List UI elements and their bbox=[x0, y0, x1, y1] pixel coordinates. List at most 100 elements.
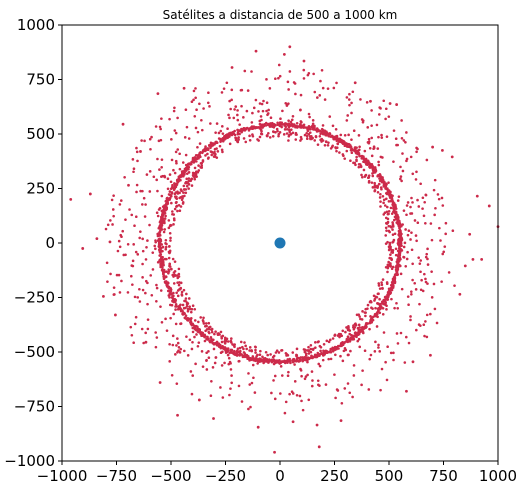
satellite-point bbox=[371, 318, 375, 322]
satellite-point bbox=[188, 162, 191, 165]
satellite-point bbox=[410, 231, 413, 234]
satellite-point bbox=[215, 343, 219, 347]
satellite-point bbox=[335, 81, 338, 85]
satellite-point bbox=[118, 203, 122, 206]
satellite-point bbox=[430, 238, 434, 242]
satellite-point bbox=[173, 273, 176, 277]
satellite-point bbox=[172, 168, 175, 172]
satellite-point bbox=[350, 337, 353, 341]
satellite-point bbox=[148, 170, 152, 173]
satellite-point bbox=[105, 261, 109, 265]
satellite-point bbox=[168, 251, 171, 255]
satellite-point bbox=[411, 262, 414, 266]
satellite-point bbox=[243, 127, 246, 131]
satellite-point bbox=[401, 223, 404, 226]
satellite-point bbox=[187, 179, 191, 183]
satellite-point bbox=[392, 358, 395, 362]
satellite-point bbox=[264, 360, 268, 363]
satellite-point bbox=[179, 303, 182, 307]
satellite-point bbox=[279, 117, 282, 120]
satellite-point bbox=[410, 196, 413, 200]
chart-title: Satélites a distancia de 500 a 1000 km bbox=[163, 8, 398, 22]
satellite-point bbox=[135, 146, 138, 150]
center-marker bbox=[274, 237, 286, 249]
satellite-point bbox=[144, 331, 147, 335]
satellite-point bbox=[305, 137, 309, 140]
satellite-point bbox=[111, 223, 114, 226]
satellite-point bbox=[421, 196, 425, 200]
satellite-point bbox=[385, 197, 388, 201]
satellite-point bbox=[262, 123, 265, 127]
satellite-point bbox=[419, 259, 423, 262]
satellite-point bbox=[253, 357, 257, 360]
satellite-point bbox=[307, 112, 311, 116]
satellite-point bbox=[357, 323, 361, 327]
satellite-point bbox=[392, 240, 395, 243]
satellite-point bbox=[207, 350, 210, 353]
satellite-point bbox=[415, 150, 418, 154]
satellite-point bbox=[373, 170, 377, 174]
satellite-point bbox=[120, 279, 123, 283]
satellite-point bbox=[178, 167, 182, 171]
satellite-point bbox=[214, 330, 217, 333]
satellite-point bbox=[337, 137, 340, 141]
satellite-point bbox=[289, 120, 293, 124]
satellite-point bbox=[438, 226, 441, 230]
satellite-point bbox=[402, 256, 406, 259]
satellite-point bbox=[214, 356, 218, 359]
x-tick-label: −1000 bbox=[37, 467, 88, 485]
satellite-point bbox=[163, 174, 166, 178]
satellite-point bbox=[306, 73, 310, 77]
satellite-point bbox=[463, 264, 467, 268]
satellite-point bbox=[161, 268, 164, 272]
satellite-point bbox=[392, 279, 396, 282]
satellite-point bbox=[379, 175, 383, 178]
satellite-point bbox=[361, 310, 364, 313]
satellite-point bbox=[176, 350, 179, 354]
satellite-point bbox=[361, 119, 365, 122]
satellite-point bbox=[379, 205, 382, 208]
satellite-point bbox=[194, 171, 198, 175]
satellite-point bbox=[163, 257, 167, 261]
satellite-point bbox=[160, 320, 164, 324]
satellite-point bbox=[277, 63, 281, 67]
satellite-point bbox=[387, 224, 391, 228]
satellite-point bbox=[384, 234, 388, 237]
satellite-point bbox=[172, 223, 175, 226]
satellite-point bbox=[381, 278, 385, 281]
satellite-point bbox=[176, 190, 179, 193]
satellite-point bbox=[288, 133, 291, 137]
satellite-point bbox=[369, 315, 372, 318]
satellite-point bbox=[395, 221, 399, 224]
satellite-point bbox=[154, 345, 158, 349]
satellite-point bbox=[287, 88, 290, 91]
satellite-point bbox=[189, 179, 193, 183]
satellite-point bbox=[319, 132, 322, 136]
satellite-point bbox=[295, 393, 299, 397]
satellite-point bbox=[429, 222, 433, 225]
satellite-point bbox=[245, 347, 248, 351]
satellite-point bbox=[392, 210, 395, 214]
satellite-point bbox=[121, 122, 125, 126]
satellite-point bbox=[156, 234, 160, 238]
satellite-point bbox=[139, 150, 142, 153]
satellite-point bbox=[358, 145, 361, 149]
satellite-point bbox=[221, 139, 225, 143]
satellite-point bbox=[236, 347, 240, 350]
satellite-point bbox=[265, 101, 269, 105]
satellite-point bbox=[209, 141, 213, 145]
satellite-point bbox=[161, 212, 164, 215]
satellite-point bbox=[254, 49, 258, 53]
satellite-point bbox=[193, 319, 197, 322]
satellite-point bbox=[354, 322, 357, 325]
satellite-point bbox=[185, 125, 189, 129]
x-tick-label: 1000 bbox=[479, 467, 517, 485]
satellite-point bbox=[377, 309, 380, 313]
satellite-point bbox=[400, 244, 403, 248]
satellite-point bbox=[349, 349, 352, 353]
satellite-point bbox=[149, 147, 152, 151]
satellite-point bbox=[176, 341, 180, 345]
satellite-point bbox=[344, 340, 348, 343]
satellite-point bbox=[351, 325, 355, 329]
